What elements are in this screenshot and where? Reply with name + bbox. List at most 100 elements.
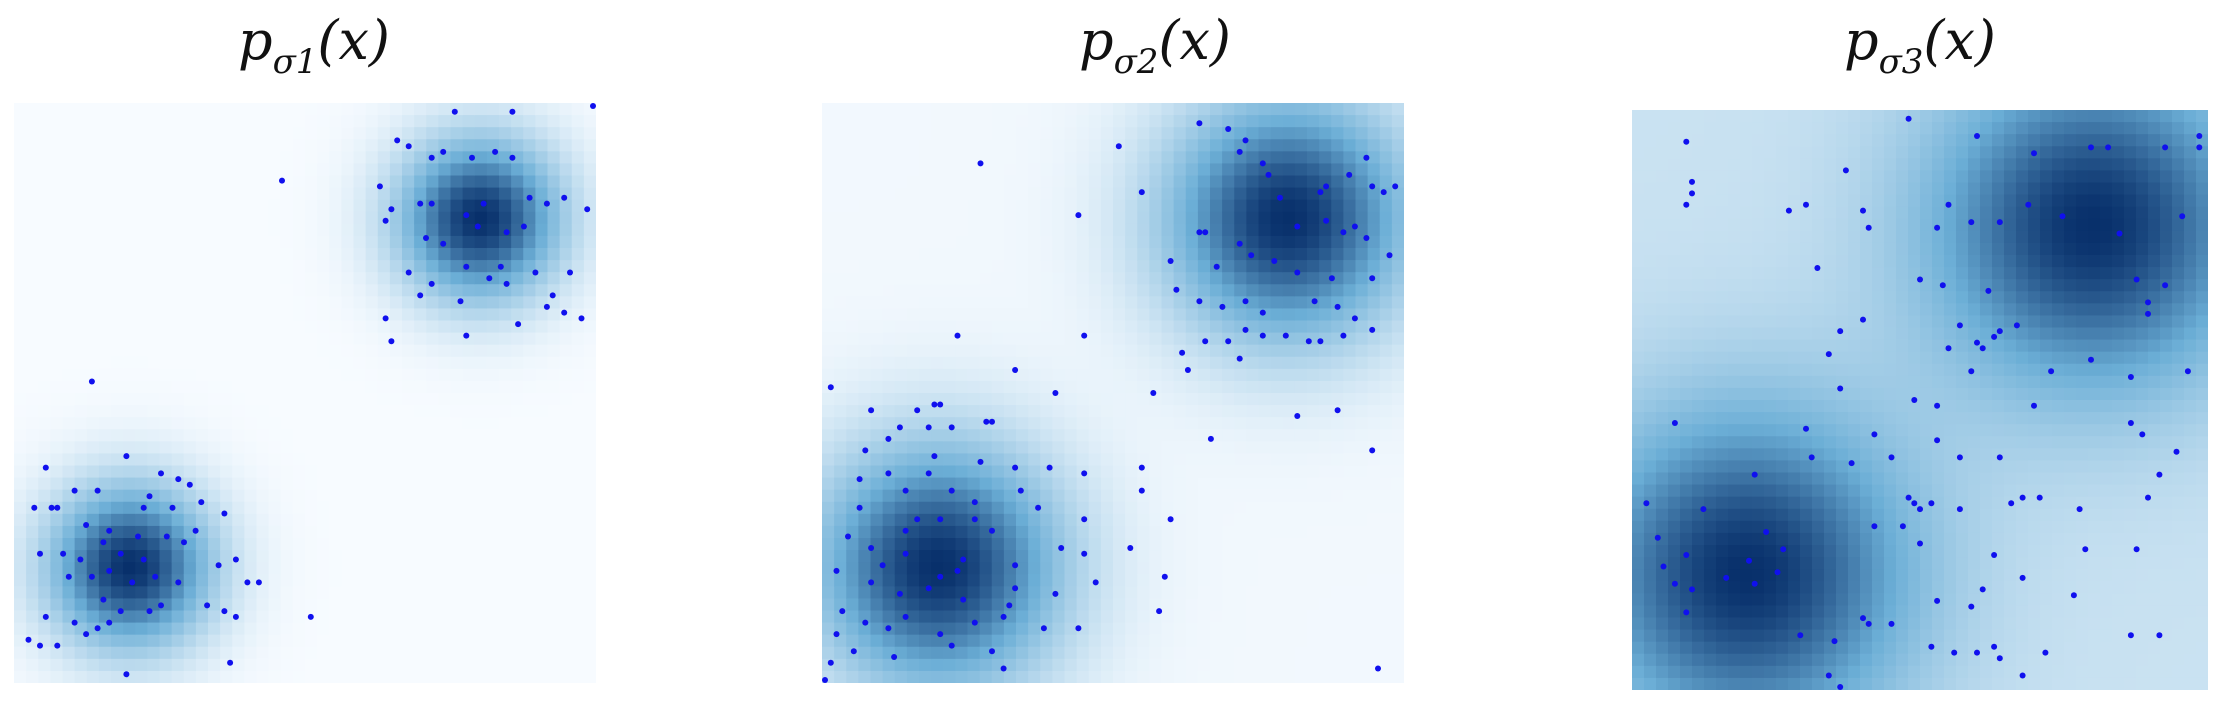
- data-point: [2145, 494, 2151, 501]
- density-plot-3: [1632, 110, 2208, 690]
- panel-title-1: pσ1(x): [14, 14, 614, 80]
- data-point: [423, 235, 429, 241]
- data-point: [1173, 286, 1180, 293]
- data-point: [2088, 144, 2094, 151]
- data-point: [60, 550, 67, 557]
- data-point: [925, 424, 932, 431]
- data-point: [2139, 431, 2146, 438]
- data-point: [1683, 138, 1690, 145]
- data-point: [977, 458, 984, 465]
- data-point: [526, 194, 533, 201]
- data-point: [833, 567, 840, 574]
- data-point: [106, 567, 113, 574]
- data-point: [2019, 672, 2026, 679]
- data-point: [1196, 298, 1203, 305]
- data-point: [1934, 402, 1941, 409]
- data-point: [1058, 545, 1065, 551]
- data-point: [2162, 282, 2169, 289]
- data-point: [1012, 464, 1019, 471]
- data-point: [532, 269, 539, 276]
- data-point: [215, 562, 222, 569]
- data-point: [1081, 470, 1088, 477]
- data-point: [971, 499, 978, 506]
- data-point: [1138, 464, 1145, 471]
- data-point: [405, 269, 412, 276]
- data-point: [94, 625, 101, 632]
- data-point: [1643, 500, 1650, 507]
- data-point: [1905, 115, 1912, 122]
- data-point: [914, 407, 921, 414]
- data-point: [850, 648, 857, 655]
- data-point: [1939, 282, 1946, 289]
- data-point: [1996, 655, 2003, 662]
- data-point: [42, 464, 49, 471]
- data-point: [1375, 665, 1381, 672]
- data-point: [543, 200, 550, 207]
- data-point: [1700, 506, 1707, 513]
- data-point: [42, 613, 49, 620]
- data-point: [123, 453, 130, 460]
- data-point: [856, 476, 863, 483]
- data-point: [885, 625, 892, 632]
- data-point: [2036, 494, 2043, 501]
- data-point: [1683, 201, 1690, 208]
- data-point: [1046, 464, 1053, 471]
- data-point: [1040, 625, 1047, 632]
- data-point: [2105, 144, 2112, 151]
- data-point: [1934, 597, 1941, 604]
- data-point: [140, 556, 147, 563]
- data-point: [1259, 160, 1266, 167]
- data-point: [1323, 183, 1330, 190]
- data-point: [1052, 590, 1059, 597]
- data-point: [146, 608, 153, 615]
- data-point: [1871, 523, 1878, 530]
- data-point: [845, 533, 851, 540]
- data-point: [463, 263, 470, 270]
- data-point: [1934, 437, 1941, 444]
- data-point: [428, 200, 435, 207]
- data-point: [1340, 229, 1347, 236]
- data-point: [948, 642, 955, 649]
- data-point: [232, 556, 239, 563]
- data-point: [83, 522, 90, 528]
- data-point: [879, 562, 886, 569]
- data-point: [1351, 315, 1358, 322]
- data-point: [1363, 154, 1370, 161]
- data-point: [1328, 275, 1335, 282]
- data-point: [2162, 144, 2169, 151]
- data-point: [382, 217, 389, 224]
- data-point: [1012, 585, 1019, 592]
- data-point: [1945, 345, 1952, 352]
- data-point: [561, 309, 568, 316]
- data-point: [1259, 332, 1266, 339]
- data-point: [1294, 413, 1301, 419]
- data-point: [440, 148, 447, 155]
- data-point: [1991, 643, 1998, 650]
- data-point: [827, 384, 834, 391]
- data-point: [1346, 171, 1353, 178]
- data-point: [181, 539, 187, 546]
- data-point: [1167, 258, 1174, 264]
- data-point: [54, 504, 61, 511]
- data-point: [1991, 552, 1998, 558]
- data-point: [2059, 213, 2066, 220]
- data-point: [2019, 574, 2026, 581]
- data-point: [1689, 190, 1695, 197]
- data-point: [1000, 665, 1007, 672]
- data-point: [1842, 167, 1849, 174]
- data-point: [1351, 223, 1358, 230]
- data-point: [1671, 580, 1678, 587]
- data-point: [868, 579, 875, 586]
- data-point: [1035, 504, 1042, 511]
- data-point: [1780, 546, 1787, 553]
- data-point: [971, 619, 978, 626]
- density-field: [822, 103, 1404, 683]
- data-point: [1803, 201, 1809, 208]
- data-point: [1888, 620, 1895, 627]
- data-point: [1380, 189, 1387, 196]
- data-point: [1689, 178, 1695, 185]
- data-point: [590, 103, 596, 109]
- data-point: [48, 504, 55, 511]
- data-point: [567, 269, 573, 276]
- data-point: [1305, 338, 1312, 345]
